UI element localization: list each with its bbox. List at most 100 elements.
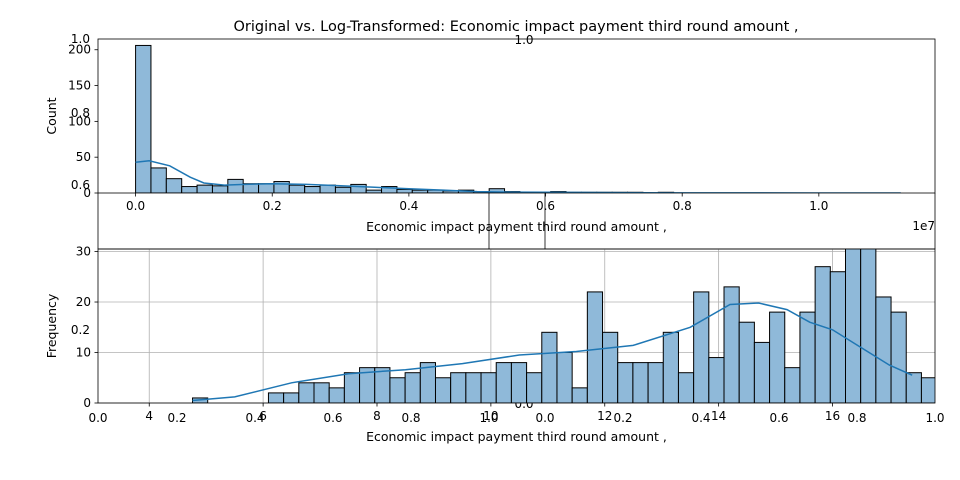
histogram-bar (304, 186, 321, 193)
y-axis-label: Frequency (44, 293, 59, 358)
x-tick-label: 0.0 (126, 199, 145, 213)
histogram-bar (784, 367, 801, 403)
axes-frame (97, 248, 936, 404)
histogram-bar (267, 392, 285, 403)
x-tick-label: 6 (259, 409, 267, 423)
ghost-tick-label: 0.6 (769, 411, 788, 425)
histogram-bar (319, 184, 336, 193)
x-tick-label: 8 (373, 409, 381, 423)
ghost-tick-label: 0.2 (167, 411, 186, 425)
histogram-bar (495, 362, 512, 403)
histogram-bar (374, 367, 391, 403)
histogram-bar (510, 362, 528, 403)
ghost-tick-label: 0.8 (71, 106, 90, 120)
histogram-bar (920, 377, 935, 403)
histogram-bar (738, 321, 755, 403)
histogram-bar (411, 189, 429, 193)
histogram-bar (181, 186, 198, 193)
histogram-bar (288, 184, 306, 193)
bottom-histogram-panel: 4 6 8 10 12 14 16 0 10 20 30 Economic impact paymen… (44, 245, 952, 444)
chart-title: Original vs. Log-Transformed: Economic i… (233, 19, 798, 35)
histogram-bar (602, 331, 619, 403)
histogram-bar (313, 382, 330, 403)
kde-line (192, 302, 913, 402)
histogram-bar (769, 311, 786, 403)
ghost-tick-label: 0.6 (323, 411, 342, 425)
histogram-bar (693, 291, 710, 403)
histogram-bar (632, 362, 649, 403)
histogram-bar (890, 311, 907, 403)
histogram-bar (586, 291, 604, 403)
plot-area (192, 249, 952, 403)
histogram-bar (799, 311, 816, 403)
histogram-bar (135, 44, 152, 193)
x-tick-label: 10 (483, 409, 498, 423)
ghost-tick-label: 0.6 (71, 178, 90, 192)
x-axis-label: Economic impact payment third round amou… (366, 219, 667, 234)
ghost-tick-label: 1.0 (514, 33, 533, 47)
histogram-bar (434, 377, 452, 403)
x-tick-label: 14 (711, 409, 726, 423)
histogram-bar (617, 362, 634, 403)
histogram-bar (283, 392, 300, 403)
histogram-bar (480, 372, 497, 403)
ghost-tick-label: 1.0 (925, 411, 944, 425)
histogram-bar (814, 266, 831, 403)
ghost-tick-label: 0.8 (401, 411, 420, 425)
ghost-tick-label: 1.0 (71, 32, 90, 46)
y-tick-label: 10 (76, 346, 91, 360)
histogram-bar (556, 352, 573, 403)
histogram-bar (365, 189, 383, 193)
histogram-bar (404, 372, 421, 403)
y-axis-label: Count (44, 97, 59, 134)
histogram-bar (647, 362, 664, 403)
histogram-bar (227, 178, 244, 193)
x-tick-label: 1.0 (809, 199, 828, 213)
ghost-tick-label: 0.8 (847, 411, 866, 425)
y-tick-label: 0 (83, 186, 91, 200)
x-offset-label: 1e7 (912, 219, 935, 233)
x-tick-label: 16 (825, 409, 840, 423)
histogram-bar (905, 372, 922, 403)
axes-frame (97, 38, 936, 194)
y-tick-label: 200 (68, 43, 91, 57)
ghost-tick-label: 0.2 (613, 411, 632, 425)
x-tick-label: 0.4 (399, 199, 418, 213)
x-tick-label: 0.6 (536, 199, 555, 213)
ghost-tick-label: 0.0 (88, 411, 107, 425)
histogram-bar (258, 183, 275, 193)
histogram-bar (343, 372, 361, 403)
y-tick-label: 0 (83, 396, 91, 410)
y-tick-label: 150 (68, 79, 91, 93)
histogram-bar (450, 372, 467, 403)
histogram-bar (211, 185, 229, 193)
y-tick-label: 50 (76, 150, 91, 164)
ghost-tick-label: 1.0 (479, 411, 498, 425)
histogram-bar (937, 393, 952, 403)
histogram-bar (860, 249, 877, 403)
histogram-bar (298, 382, 315, 403)
histogram-bar (677, 372, 695, 403)
histogram-bar (875, 296, 892, 403)
histogram-bar (708, 357, 725, 403)
histogram-bar (328, 387, 345, 403)
plot-area (135, 44, 901, 193)
x-tick-label: 0.2 (263, 199, 282, 213)
histogram-bar (165, 178, 183, 193)
histogram-bar (465, 372, 482, 403)
histogram-bar (541, 331, 558, 403)
ghost-tick-label: 0.0 (535, 411, 554, 425)
histogram-bar (753, 341, 771, 403)
histogram-bar (389, 377, 406, 403)
histogram-bar (844, 249, 862, 403)
x-tick-label: 0.8 (673, 199, 692, 213)
x-tick-label: 4 (145, 409, 153, 423)
histogram-bar (419, 362, 436, 403)
y-tick-label: 30 (76, 245, 91, 259)
histogram-bar (488, 188, 506, 193)
top-histogram-panel: 0.0 0.2 0.4 0.6 0.8 1.0 0 50 100 150 200 Economic i… (44, 38, 936, 234)
histogram-bar (396, 188, 413, 193)
histogram-bar (571, 387, 588, 403)
ghost-tick-label: 0.2 (71, 323, 90, 337)
